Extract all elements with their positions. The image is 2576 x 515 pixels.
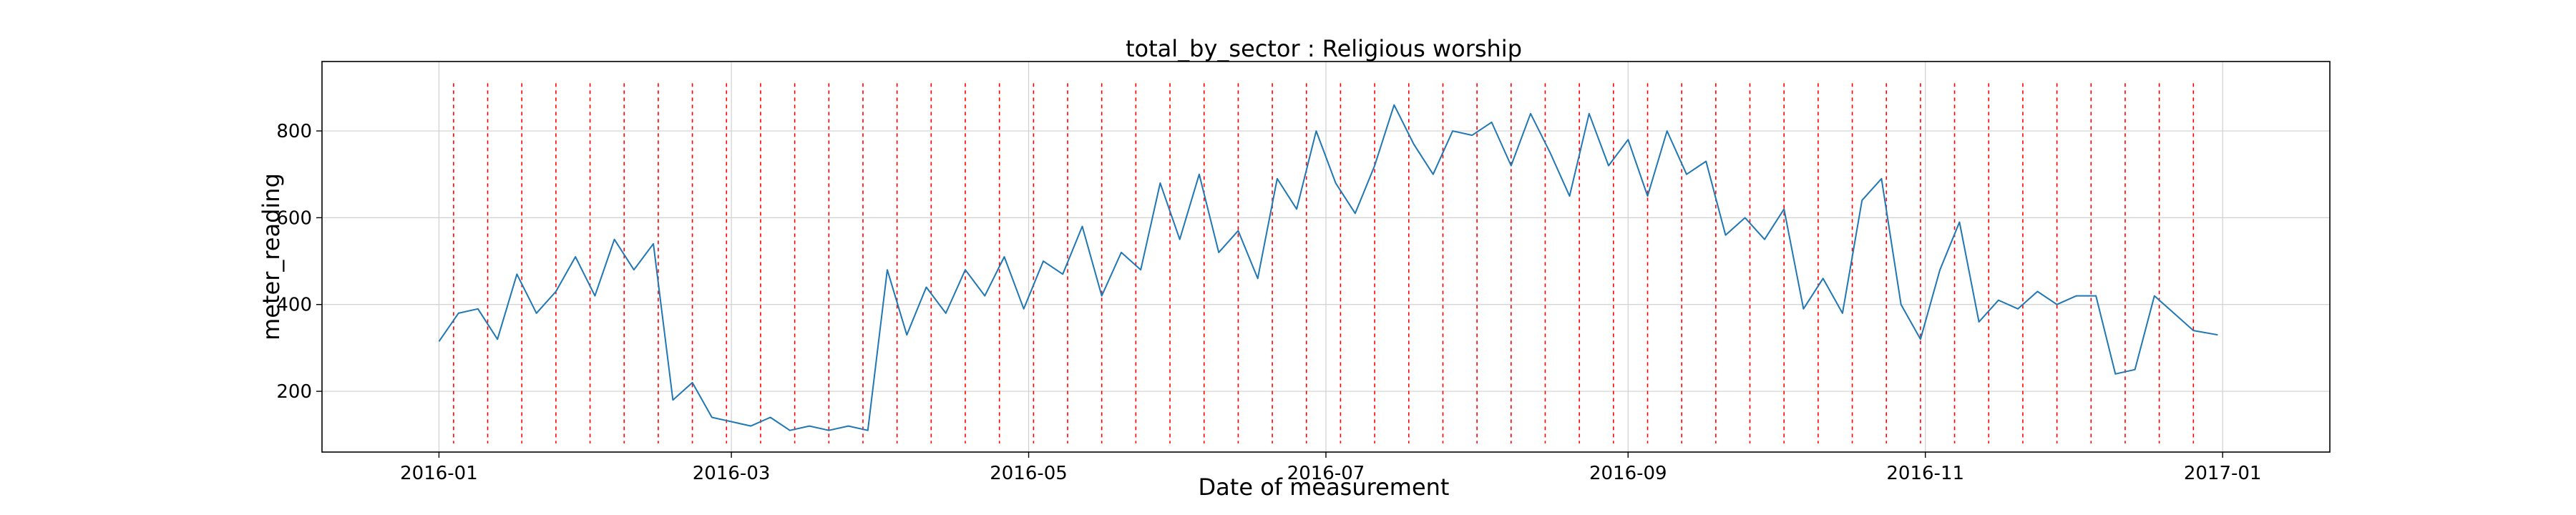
x-tick-label: 2016-05	[990, 463, 1068, 484]
chart-title: total_by_sector : Religious worship	[1126, 35, 1522, 62]
series-line	[438, 104, 2218, 431]
series-layer	[438, 104, 2218, 431]
y-axis: 200 400 600 800	[276, 121, 322, 403]
x-tick-label: 2016-03	[693, 463, 771, 484]
x-tick-label: 2016-11	[1886, 463, 1964, 484]
reference-lines	[453, 83, 2195, 443]
x-axis-title: Date of measurement	[1199, 474, 1450, 501]
y-axis-title: meter_reading	[258, 173, 285, 340]
y-tick-label: 600	[276, 207, 312, 229]
x-tick-label: 2016-01	[400, 463, 478, 484]
x-tick-label: 2016-07	[1287, 463, 1365, 484]
y-tick-label: 400	[276, 295, 312, 316]
x-tick-label: 2016-09	[1589, 463, 1667, 484]
grid-layer	[322, 62, 2330, 452]
x-axis: 2016-01 2016-03 2016-05 2016-07 2016-09 2016-…	[400, 452, 2261, 484]
y-tick-label: 200	[276, 381, 312, 403]
x-tick-label: 2017-01	[2184, 463, 2262, 484]
y-tick-label: 800	[276, 121, 312, 142]
